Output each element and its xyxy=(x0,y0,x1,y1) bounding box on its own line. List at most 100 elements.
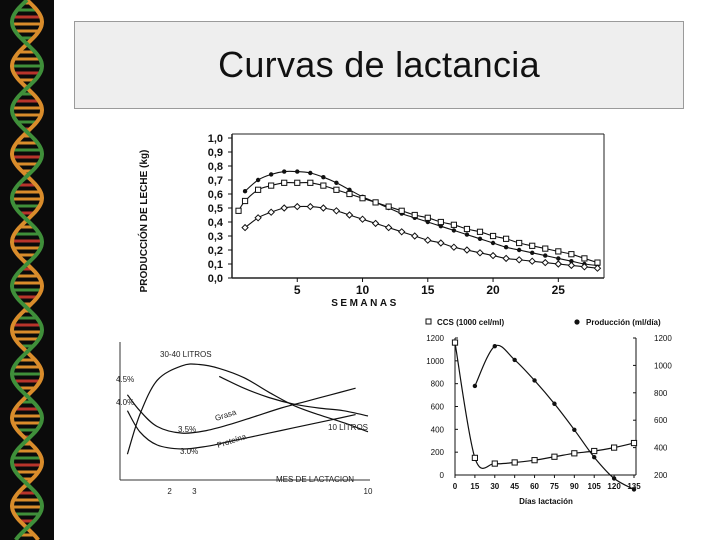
chart3-series-2-point xyxy=(572,427,577,432)
chart1-series-3-point xyxy=(489,251,497,260)
chart3-xtick-label: 30 xyxy=(490,482,499,491)
chart1-ytick-label: 0,8 xyxy=(208,161,223,173)
chart1-series-1-point xyxy=(425,219,430,225)
chart1-series-3-point xyxy=(384,223,393,232)
monthly-lactation-chart: 30-40 LITROS 4.5% 4.0% Grasa 3.5% Proteí… xyxy=(106,338,380,500)
chart3-left-ytick-label: 800 xyxy=(431,380,445,389)
chart1-series-1-point xyxy=(295,169,300,174)
chart3-series-2-point xyxy=(492,344,497,349)
chart3-right-ytick-label: 1000 xyxy=(654,361,672,370)
chart3-series-1-point xyxy=(531,457,538,464)
label-proteina: Proteína xyxy=(216,432,248,450)
dna-helix-decoration xyxy=(0,0,54,540)
label-4-5-percent: 4.5% xyxy=(116,375,134,384)
chart1-ytick-label: 0,7 xyxy=(208,175,223,187)
chart2-xtick-label: 3 xyxy=(192,487,197,496)
chart1-series-3-point xyxy=(463,246,471,254)
chart3-xtick-label: 135 xyxy=(627,482,641,491)
weekly-milk-production-chart: PRODUCCIÓN DE LECHE (kg) 0,0 0,1 0,2 0,3 0,4… xyxy=(128,122,612,314)
chart1-series-2-point xyxy=(516,239,523,247)
chart1-series-1-point xyxy=(334,180,339,185)
chart1-series-3-point xyxy=(515,256,523,264)
legend-production-marker xyxy=(574,319,580,325)
chart1-series-1-point xyxy=(503,245,509,250)
chart1-series-1-point xyxy=(477,236,483,241)
chart1-xtick-label: 20 xyxy=(486,283,500,297)
chart3-series-1-point xyxy=(630,439,638,447)
chart1-series-2-point xyxy=(568,251,575,258)
chart1-series-2-point xyxy=(294,179,301,186)
chart1-series-2-point xyxy=(424,214,431,221)
chart1-series-3-point xyxy=(254,214,262,222)
chart1-series-3-point xyxy=(541,258,549,267)
chart1-series-1-point xyxy=(321,175,326,180)
chart3-series-2-point xyxy=(611,476,617,481)
chart1-series-2-point xyxy=(542,245,549,252)
chart1-series-1-point xyxy=(268,172,274,177)
chart3-xtick-label: 90 xyxy=(570,482,579,491)
chart2-xlabel: MES DE LACTACION xyxy=(276,475,354,484)
chart1-series-2-point xyxy=(450,221,457,228)
chart1-xtick-label: 10 xyxy=(356,283,370,297)
chart1-series-2-point xyxy=(281,179,288,186)
chart1-series-3-point xyxy=(580,263,589,271)
legend-production-label: Producción (ml/día) xyxy=(586,318,661,327)
chart3-series-2-point xyxy=(631,487,637,492)
chart1-series-3-point xyxy=(424,236,432,244)
chart1-series-2-point xyxy=(555,248,562,255)
chart1-series-2-point xyxy=(346,190,353,198)
chart2-curve-2 xyxy=(126,387,356,434)
chart1-series-3-point xyxy=(567,261,576,270)
chart1-ytick-label: 0,0 xyxy=(208,273,223,285)
chart3-xtick-label: 75 xyxy=(550,482,559,491)
chart1-series-1-point xyxy=(490,240,496,246)
chart1-series-1-point xyxy=(451,228,457,233)
chart3-series-1-point xyxy=(551,453,558,460)
chart3-series-2-point xyxy=(532,378,537,383)
chart1-ytick-label: 0,2 xyxy=(208,245,223,257)
chart1-ytick-label: 0,5 xyxy=(208,203,223,215)
chart1-xtick-label: 25 xyxy=(552,283,566,297)
chart3-right-ytick-label: 400 xyxy=(654,444,668,453)
chart3-xtick-label: 0 xyxy=(453,482,458,491)
chart3-left-ytick-label: 0 xyxy=(440,471,445,480)
chart3-series-2-point xyxy=(512,357,517,363)
chart1-series-2-point xyxy=(581,255,588,262)
chart3-right-ytick-label: 200 xyxy=(654,471,668,480)
chart3-right-ytick-label: 600 xyxy=(654,416,668,425)
chart1-series-line-3 xyxy=(244,205,598,269)
chart1-ytick-label: 0,6 xyxy=(208,189,223,201)
chart1-series-2-point xyxy=(476,228,484,235)
chart1-series-1-point xyxy=(556,256,561,261)
chart1-series-3-point xyxy=(332,207,341,215)
chart1-series-2-point xyxy=(333,186,340,193)
chart3-xtick-label: 60 xyxy=(530,482,539,491)
chart3-series-1-point xyxy=(571,450,578,457)
chart3-series-2-point xyxy=(592,454,597,460)
label-10-litros: 10 LITROS xyxy=(328,423,368,432)
chart1-ylabel: PRODUCCIÓN DE LECHE (kg) xyxy=(137,150,150,293)
chart1-series-3-point xyxy=(528,257,536,265)
chart1-series-3-point xyxy=(267,208,275,216)
chart1-series-3-point xyxy=(358,215,367,223)
chart3-series-2-point xyxy=(552,401,557,406)
chart1-series-1-point xyxy=(282,169,287,174)
chart1-series-1-point xyxy=(347,187,352,192)
chart3-series-line-1 xyxy=(454,342,635,469)
chart1-series-3-point xyxy=(502,254,510,263)
chart1-series-1-point xyxy=(308,170,313,176)
chart1-series-2-point xyxy=(320,182,327,189)
chart1-series-2-point xyxy=(359,195,366,202)
chart1-series-3-point xyxy=(437,239,445,247)
chart3-series-1-point xyxy=(471,454,478,461)
chart1-series-3-point xyxy=(280,204,288,212)
chart1-series-2-point xyxy=(594,259,601,266)
chart1-series-2-point xyxy=(529,242,536,249)
chart1-series-3-point xyxy=(345,211,354,219)
chart3-left-ytick-label: 1200 xyxy=(426,334,444,343)
chart3-series-1-point xyxy=(491,460,498,467)
chart3-xtick-label: 105 xyxy=(588,482,602,491)
chart2-curve-3 xyxy=(126,410,356,450)
chart1-series-1-point xyxy=(255,177,261,183)
slide-title: Curvas de lactancia xyxy=(218,44,540,85)
